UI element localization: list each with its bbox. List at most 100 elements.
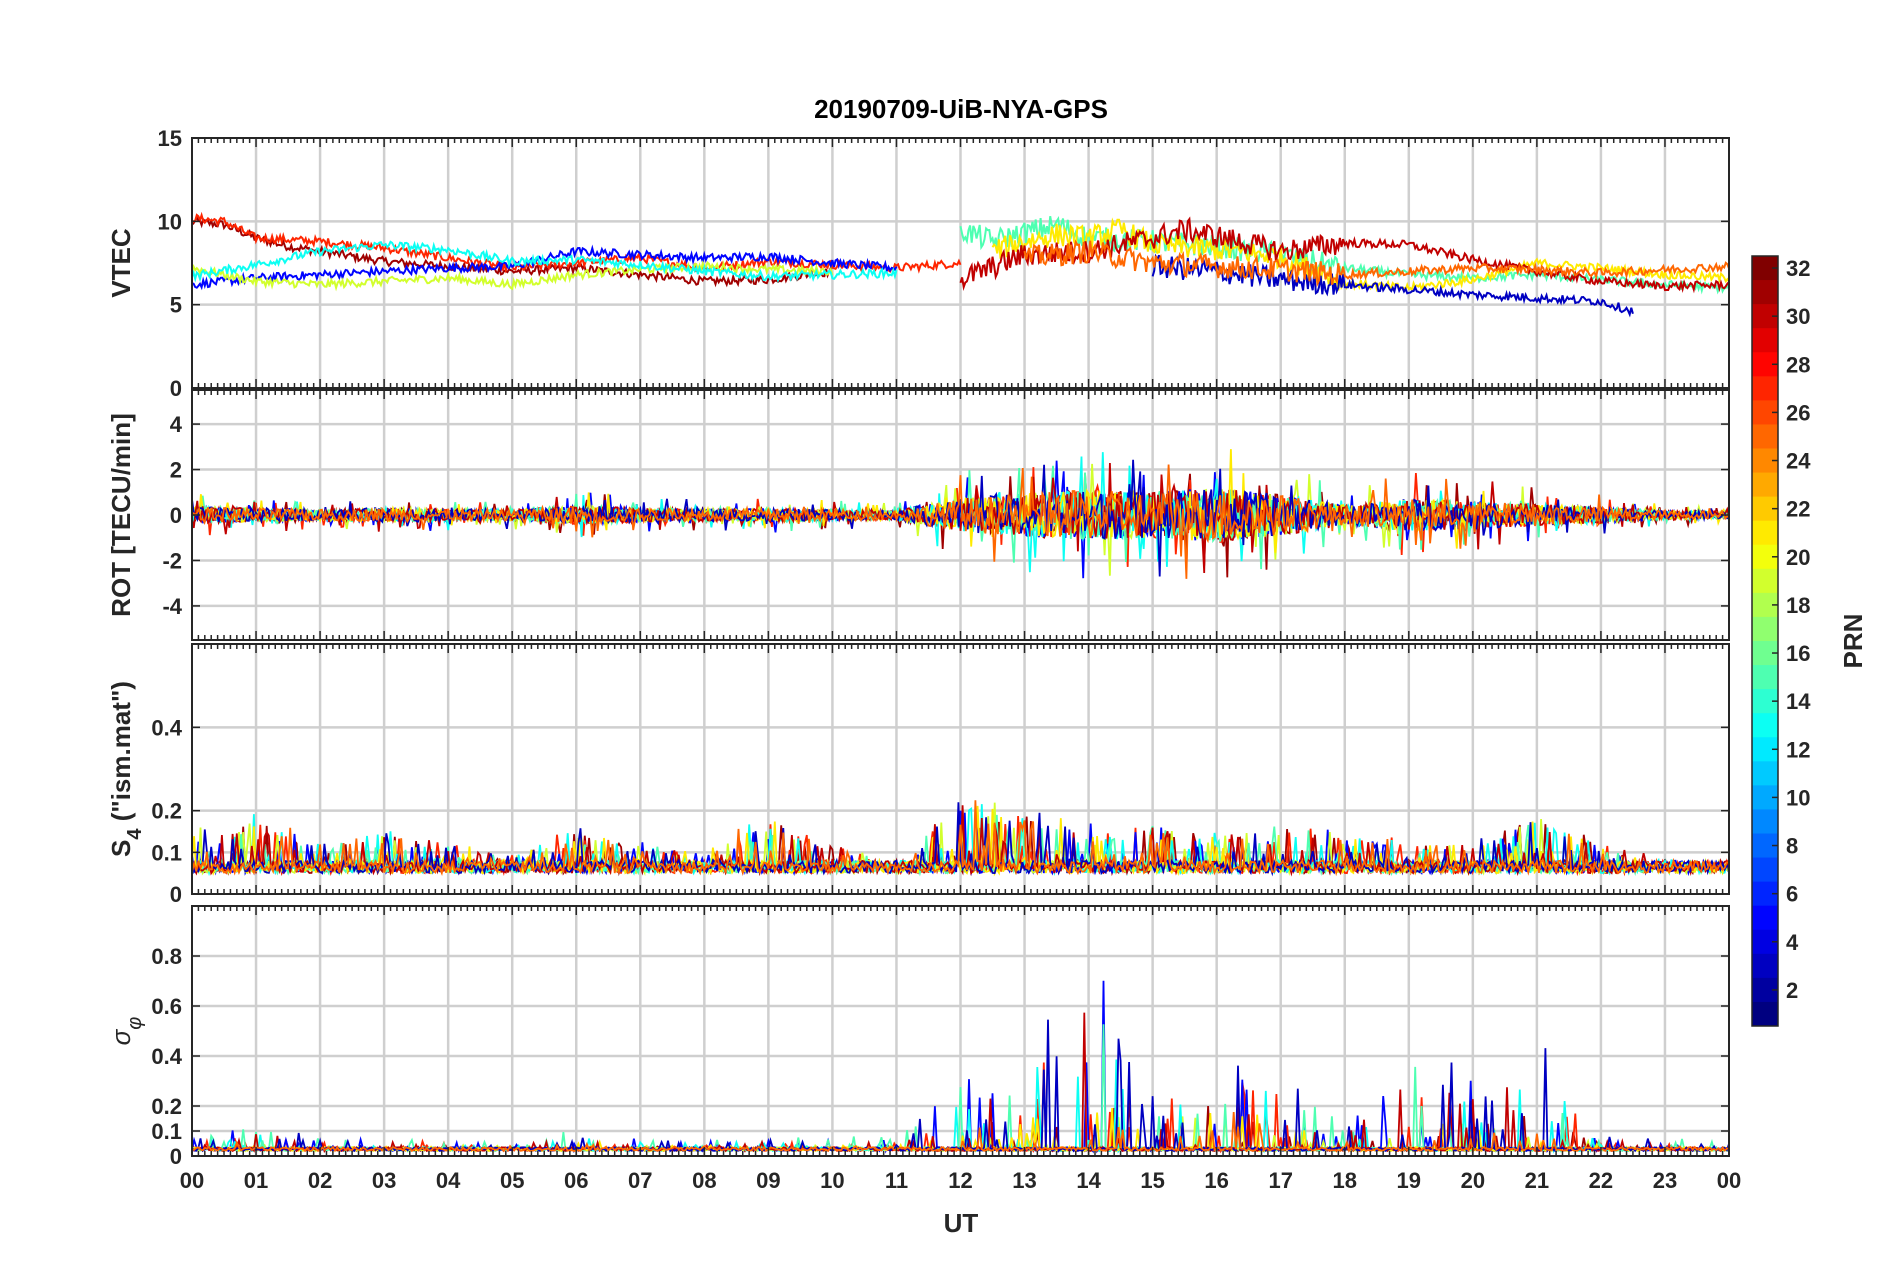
- y-tick-label-sigma_phi: 0.6: [151, 994, 182, 1019]
- x-tick-label: 01: [244, 1168, 268, 1193]
- vtec-trace-prn-15: [959, 215, 1729, 295]
- s4-trace-prn-25: [192, 800, 1729, 877]
- x-tick-label: 14: [1076, 1168, 1101, 1193]
- y-tick-label-vtec: 15: [158, 126, 182, 151]
- colorbar-tick-label: 28: [1786, 352, 1810, 377]
- colorbar-segment: [1752, 953, 1778, 979]
- x-tick-label: 00: [1717, 1168, 1741, 1193]
- y-tick-label-rot: 0: [170, 503, 182, 528]
- y-tick-label-sigma_phi: 0.1: [151, 1119, 182, 1144]
- x-tick-label: 23: [1653, 1168, 1677, 1193]
- x-tick-label: 06: [564, 1168, 588, 1193]
- x-tick-label: 17: [1268, 1168, 1292, 1193]
- x-tick-label: 12: [948, 1168, 972, 1193]
- colorbar-frame: [1751, 255, 1779, 1027]
- vtec-trace-prn-13: [192, 240, 898, 284]
- panel-vtec: 0 5 10 15 VTEC: [106, 126, 1730, 401]
- x-tick-label: 19: [1397, 1168, 1421, 1193]
- y-axis-label-s4: S4 ("ism.mat"): [106, 681, 146, 857]
- y-tick-label-rot: -2: [162, 548, 182, 573]
- x-axis-label: UT: [944, 1208, 979, 1238]
- colorbar-segment: [1752, 616, 1778, 642]
- x-tick-label: 20: [1461, 1168, 1485, 1193]
- traces-rot: [192, 449, 1729, 579]
- x-tick-label: 16: [1204, 1168, 1228, 1193]
- y-tick-label-vtec: 10: [158, 209, 182, 234]
- x-tick-label: 10: [820, 1168, 844, 1193]
- colorbar-segment: [1752, 280, 1778, 305]
- y-tick-label-s4: 0: [170, 882, 182, 907]
- x-tick-label: 04: [436, 1168, 461, 1193]
- vtec-trace-prn-21: [991, 217, 1729, 294]
- colorbar-tick-label: 6: [1786, 882, 1798, 907]
- x-tick-label: 08: [692, 1168, 716, 1193]
- colorbar-segment: [1752, 424, 1778, 449]
- x-tick-label: 22: [1589, 1168, 1613, 1193]
- y-tick-label-vtec: 5: [170, 293, 182, 318]
- x-tick-label: 11: [885, 1168, 908, 1193]
- colorbar-tick-label: 24: [1786, 449, 1811, 474]
- x-tick-label: 07: [628, 1168, 652, 1193]
- colorbar-tick-label: 30: [1786, 304, 1810, 329]
- y-tick-label-sigma_phi: 0.8: [151, 944, 182, 969]
- colorbar-segment: [1752, 376, 1778, 401]
- x-tick-label: 00: [180, 1168, 204, 1193]
- vtec-trace-prn-25: [1023, 239, 1729, 288]
- y-tick-label-sigma_phi: 0: [170, 1144, 182, 1169]
- colorbar-tick-label: 18: [1786, 593, 1810, 618]
- y-tick-label-rot: 4: [170, 412, 183, 437]
- panel-s4: 0 0.1 0.2 0.4S4 ("ism.mat"): [106, 643, 1730, 907]
- x-tick-label: 21: [1525, 1168, 1549, 1193]
- rot-trace-prn-25: [192, 464, 1729, 579]
- x-tick-label: 13: [1012, 1168, 1036, 1193]
- colorbar-tick-label: 10: [1786, 785, 1810, 810]
- y-axis-label-sigma_phi: σφ: [106, 1017, 146, 1046]
- y-tick-label-sigma_phi: 0.2: [151, 1094, 182, 1119]
- colorbar-tick-label: 12: [1786, 737, 1810, 762]
- colorbar-label: PRN: [1838, 614, 1868, 669]
- y-tick-label-s4: 0.2: [151, 799, 182, 824]
- colorbar-segment: [1752, 761, 1778, 786]
- colorbar-tick-label: 8: [1786, 834, 1798, 859]
- colorbar-segment: [1752, 1001, 1778, 1027]
- x-tick-label: 03: [372, 1168, 396, 1193]
- colorbar-segment: [1752, 713, 1778, 738]
- colorbar-segment: [1752, 472, 1778, 498]
- x-tick-label: 05: [500, 1168, 524, 1193]
- colorbar-tick-label: 14: [1786, 689, 1811, 714]
- colorbar-tick-label: 2: [1786, 978, 1798, 1003]
- x-tick-label: 02: [308, 1168, 332, 1193]
- colorbar-segment: [1752, 905, 1778, 931]
- chart-title: 20190709-UiB-NYA-GPS: [814, 94, 1108, 124]
- vtec-trace-prn-31: [192, 215, 833, 288]
- y-tick-label-s4: 0.4: [151, 715, 182, 740]
- y-tick-label-sigma_phi: 0.4: [151, 1044, 182, 1069]
- traces-vtec: [192, 211, 1729, 318]
- y-tick-label-vtec: 0: [170, 376, 182, 401]
- x-tick-label: 15: [1140, 1168, 1164, 1193]
- colorbar-segment: [1752, 568, 1778, 594]
- colorbar-tick-label: 32: [1786, 256, 1810, 281]
- colorbar-tick-label: 20: [1786, 545, 1810, 570]
- colorbar-tick-label: 4: [1786, 930, 1799, 955]
- vtec-trace-prn-30: [959, 216, 1729, 294]
- y-tick-label-rot: 2: [170, 458, 182, 483]
- panel-rot: -4 -2 0 2 4 ROT [TECU/min]: [106, 389, 1730, 641]
- colorbar-segment: [1752, 328, 1778, 353]
- vtec-trace-prn-27: [192, 211, 962, 274]
- colorbar-tick-label: 16: [1786, 641, 1810, 666]
- y-tick-label-rot: -4: [162, 594, 182, 619]
- y-tick-label-s4: 0.1: [151, 840, 182, 865]
- colorbar-segment: [1752, 520, 1778, 546]
- colorbar-tick-label: 26: [1786, 400, 1810, 425]
- x-tick-labels: 00 01 02 03 04 05 06 07 08 09 10 11 12 13 14 15 16 17 18 19…: [180, 1168, 1741, 1193]
- y-axis-label-rot: ROT [TECU/min]: [106, 413, 136, 617]
- y-axis-label-vtec: VTEC: [106, 228, 136, 298]
- colorbar-segment: [1752, 809, 1778, 834]
- x-tick-label: 09: [756, 1168, 780, 1193]
- colorbar-segment: [1752, 857, 1778, 883]
- colorbar-tick-label: 22: [1786, 497, 1810, 522]
